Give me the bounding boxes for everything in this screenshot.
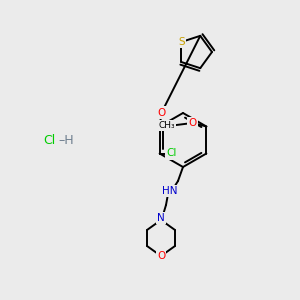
Text: O: O xyxy=(188,118,196,128)
Text: S: S xyxy=(178,37,184,47)
Text: –H: –H xyxy=(58,134,74,146)
Text: Cl: Cl xyxy=(167,148,177,158)
Text: CH₃: CH₃ xyxy=(158,121,175,130)
Text: O: O xyxy=(158,107,166,118)
Text: Cl: Cl xyxy=(43,134,55,146)
Text: HN: HN xyxy=(162,186,178,196)
Text: O: O xyxy=(157,251,165,261)
Text: N: N xyxy=(157,213,165,223)
